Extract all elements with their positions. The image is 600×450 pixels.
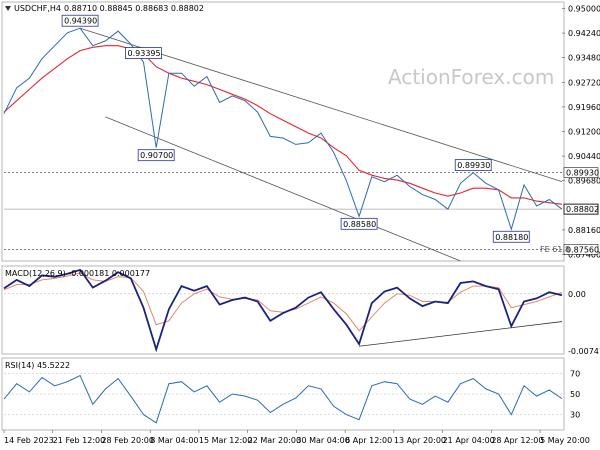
price-label-box xyxy=(137,149,175,162)
moving-average-line xyxy=(3,45,563,205)
rsi-panel: 70 50 30 RSI(14) 45.5222 xyxy=(1,357,580,431)
price-label-text: 0.93395 xyxy=(128,49,161,58)
price-label-text: 0.90700 xyxy=(140,151,173,160)
price-tick-label: 0.92720 xyxy=(568,78,600,87)
price-label-box xyxy=(125,47,162,59)
price-tick-label: 0.91200 xyxy=(568,128,600,137)
macd-title: MACD(12,26,9) -0.000181 0.000177 xyxy=(5,269,150,278)
rsi-tick-label: 50 xyxy=(570,390,580,399)
price-label-text: 0.94390 xyxy=(64,17,97,26)
price-tick-label: 0.91960 xyxy=(568,103,600,112)
price-tick-label: 0.90440 xyxy=(568,152,600,161)
price-label-box xyxy=(454,159,492,172)
x-tick-label: 14 Feb 2023 xyxy=(4,436,54,445)
price-panel: ActionForex.com 0.94390 0.93395 0.90700 0.8… xyxy=(1,1,600,262)
rsi-title: RSI(14) 45.5222 xyxy=(5,361,70,370)
x-tick-label: 22 Mar 20:00 xyxy=(248,436,301,445)
ohlc-values: 0.88710 0.88845 0.88683 0.88802 xyxy=(64,4,204,13)
x-tick-label: 21 Feb 12:00 xyxy=(53,436,105,445)
x-tick-label: 30 Mar 04:00 xyxy=(296,436,349,445)
symbol-label: USDCHF,H4 xyxy=(14,4,61,13)
rsi-levels xyxy=(4,373,562,415)
macd-lines xyxy=(3,268,563,353)
price-line xyxy=(3,27,563,232)
price-tick-label: 0.94240 xyxy=(568,29,600,38)
price-tick-label: 0.88160 xyxy=(568,226,600,235)
macd-tick-label: 0.00 xyxy=(568,290,586,299)
price-annotations: 0.94390 0.93395 0.90700 0.88580 0.89930 0.881… xyxy=(61,14,530,243)
macd-trend-line xyxy=(359,321,563,347)
price-panel-frame xyxy=(1,1,565,262)
macd-tick-label: -0.007417 xyxy=(568,347,600,356)
price-level-tag xyxy=(563,167,599,178)
rsi-tick-label: 30 xyxy=(570,411,580,420)
x-tick-label: 28 Feb 20:00 xyxy=(101,436,153,445)
macd-panel: 0.00 -0.007417 MACD(12,26,9) -0.000181 0.… xyxy=(1,265,600,356)
x-tick-label: 5 May 20:00 xyxy=(540,436,590,445)
price-level-tag xyxy=(563,244,599,255)
price-tick-label: 0.87400 xyxy=(568,251,600,260)
macd-y-axis: 0.00 -0.007417 xyxy=(568,290,600,356)
price-label-text: 0.88580 xyxy=(343,220,376,229)
fib-label: FE 61.8 xyxy=(540,245,570,254)
price-level-tag-text: 0.87560 xyxy=(566,245,599,254)
price-levels xyxy=(4,172,562,250)
rsi-panel-frame xyxy=(1,357,565,431)
price-label-box xyxy=(61,14,99,27)
price-tick-label: 0.93480 xyxy=(568,54,600,63)
x-tick-label: 21 Apr 04:00 xyxy=(443,436,495,445)
rsi-lines xyxy=(3,374,563,424)
watermark: ActionForex.com xyxy=(388,65,554,89)
price-tick-label: 0.95000 xyxy=(568,4,600,13)
price-label-text: 0.89930 xyxy=(457,161,490,170)
x-tick-label: 15 Mar 12:00 xyxy=(199,436,252,445)
x-tick-label: 8 Mar 04:00 xyxy=(150,436,198,445)
rsi-tick-label: 70 xyxy=(570,369,580,378)
price-level-tag-text: 0.88802 xyxy=(566,205,599,214)
price-y-axis: 0.95000 0.94240 0.93480 0.92720 0.91960 0.912… xyxy=(562,4,600,260)
rsi-line xyxy=(3,374,563,424)
price-level-tag xyxy=(563,203,599,215)
x-tick-label: 6 Apr 12:00 xyxy=(345,436,392,445)
price-lines xyxy=(3,27,563,232)
x-tick-label: 13 Apr 20:00 xyxy=(394,436,446,445)
channel-line xyxy=(105,116,461,262)
price-label-text: 0.88180 xyxy=(495,233,528,242)
price-label-box xyxy=(492,230,530,243)
x-tick-label: 28 Apr 12:00 xyxy=(491,436,543,445)
price-level-tag-text: 0.89930 xyxy=(566,169,599,178)
macd-line xyxy=(3,268,563,353)
macd-trend xyxy=(359,321,563,347)
price-tick-label: 0.89680 xyxy=(568,177,600,186)
price-label-box xyxy=(340,217,378,230)
symbol-menu-icon[interactable] xyxy=(5,6,11,11)
rsi-y-axis: 70 50 30 xyxy=(570,369,580,419)
